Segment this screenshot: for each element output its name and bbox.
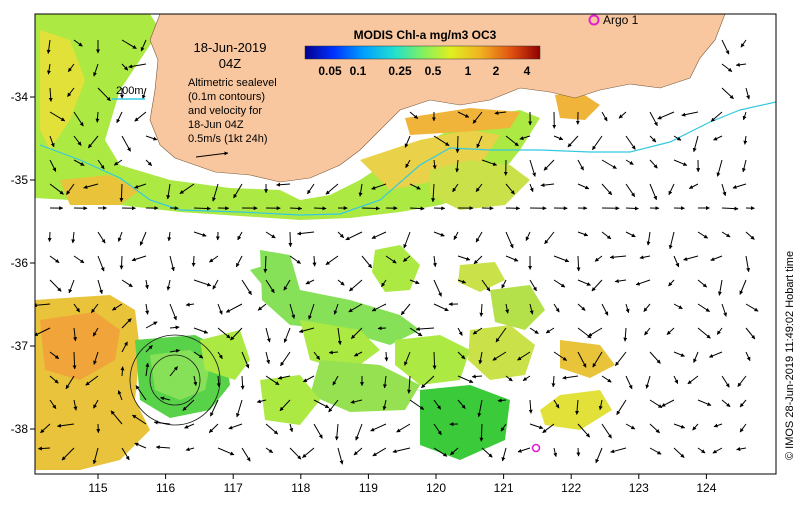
note-line-5: 0.5m/s (1kt 24h) <box>188 133 267 145</box>
y-tick-label: -35 <box>11 173 29 187</box>
velocity-arrow <box>121 184 122 202</box>
velocity-arrow <box>122 367 123 376</box>
velocity-arrow <box>434 352 435 369</box>
x-tick-label: 121 <box>494 481 514 495</box>
velocity-arrow <box>362 208 380 209</box>
x-tick-label: 119 <box>359 481 378 495</box>
velocity-arrow <box>50 232 51 242</box>
colorbar-tick-label: 0.5 <box>425 64 442 78</box>
x-tick-label: 120 <box>426 481 446 495</box>
colorbar-ticks: 0.05 0.1 0.25 0.5 1 2 4 <box>318 64 530 78</box>
note-line-2: (0.1m contours) <box>188 91 265 103</box>
argo-label: Argo 1 <box>603 13 639 27</box>
velocity-arrow <box>626 208 639 209</box>
x-axis: 115 116 117 118 119 120 121 122 123 124 <box>88 474 716 495</box>
velocity-arrow <box>290 232 291 247</box>
velocity-arrow <box>578 448 579 456</box>
colorbar-tick-label: 0.1 <box>350 64 367 78</box>
velocity-arrow <box>314 208 326 209</box>
note-line-1: Altimetric sealevel <box>188 77 277 89</box>
note-line-3: and velocity for <box>188 105 262 117</box>
colorbar-tick-label: 2 <box>493 64 500 78</box>
velocity-arrow <box>314 256 315 266</box>
imos-footer: © IMOS 28-Jun-2019 11:49:02 Hobart time <box>784 251 796 460</box>
colorbar-title: MODIS Chl-a mg/m3 OC3 <box>354 28 497 42</box>
velocity-arrow <box>121 256 122 269</box>
velocity-arrow <box>290 208 302 209</box>
x-tick-label: 122 <box>561 481 581 495</box>
velocity-arrow <box>481 424 482 441</box>
x-tick-label: 116 <box>156 481 175 495</box>
y-tick-label: -38 <box>11 422 29 436</box>
velocity-arrow <box>194 208 211 209</box>
x-tick-label: 115 <box>88 481 107 495</box>
y-axis: -34 -35 -36 -37 -38 <box>11 90 35 436</box>
y-tick-label: -36 <box>11 256 29 270</box>
x-tick-label: 124 <box>696 481 716 495</box>
colorbar <box>305 46 540 59</box>
velocity-arrow <box>74 352 75 369</box>
velocity-arrow <box>38 448 50 449</box>
colorbar-tick-label: 0.05 <box>318 64 342 78</box>
velocity-arrow <box>472 376 482 377</box>
velocity-arrow <box>386 352 387 361</box>
colorbar-tick-label: 1 <box>465 64 472 78</box>
note-line-4: 18-Jun 04Z <box>188 119 244 131</box>
x-tick-label: 123 <box>629 481 649 495</box>
map-time: 04Z <box>219 56 241 71</box>
y-tick-label: -37 <box>11 339 29 353</box>
velocity-arrow <box>329 352 338 353</box>
colorbar-tick-label: 0.25 <box>388 64 412 78</box>
velocity-arrow <box>578 256 579 271</box>
colorbar-tick-label: 4 <box>524 64 531 78</box>
velocity-arrow <box>410 208 424 209</box>
velocity-arrow <box>457 136 458 153</box>
x-tick-label: 117 <box>224 481 243 495</box>
velocity-arrow <box>193 256 194 267</box>
depth-label: 200m <box>116 85 144 97</box>
velocity-arrow <box>378 328 386 329</box>
y-tick-label: -34 <box>11 90 29 104</box>
map-date: 18-Jun-2019 <box>194 40 267 55</box>
x-tick-label: 118 <box>291 481 310 495</box>
